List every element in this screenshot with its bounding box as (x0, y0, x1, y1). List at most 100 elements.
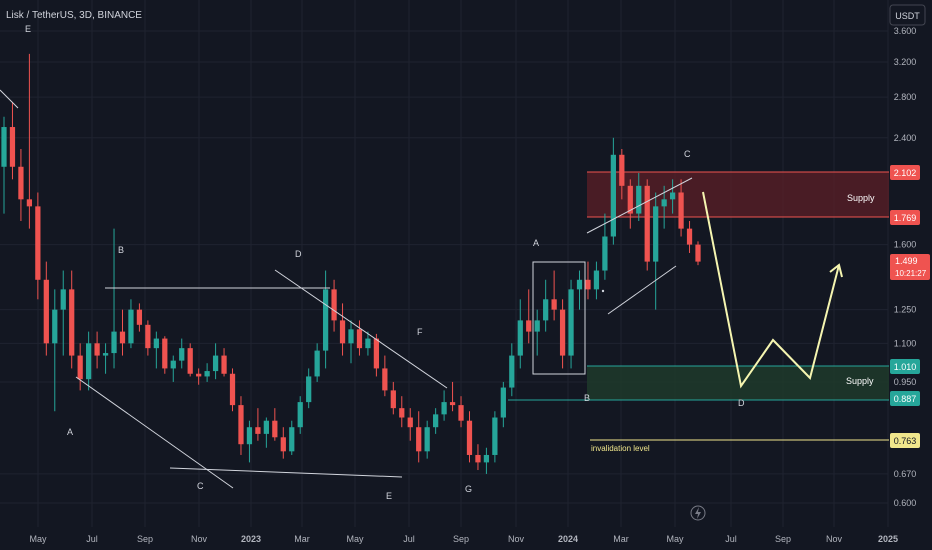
candle-body (568, 289, 574, 356)
candle-body (509, 355, 515, 388)
price-tag-0887: 0.887 (894, 394, 917, 404)
wave-label-d2: D (738, 398, 745, 408)
price-tag-1769: 1.769 (894, 213, 917, 223)
candle-body (153, 338, 159, 349)
channel-upper (586, 177, 693, 234)
x-tick-label: Nov (508, 534, 525, 544)
x-tick-label: 2023 (241, 534, 261, 544)
wave-label-d1: D (295, 249, 302, 259)
candle-body (686, 228, 693, 245)
y-tick-label: 0.600 (894, 498, 917, 508)
candle-body (678, 192, 684, 229)
candle-body (416, 427, 422, 452)
trendline-d-f (274, 269, 448, 389)
y-tick-label: 1.250 (894, 305, 917, 315)
candle-body (433, 414, 439, 428)
candle-body (492, 417, 498, 455)
candle-body (179, 348, 185, 361)
candle-body (187, 348, 193, 374)
y-tick-label: 3.600 (894, 26, 917, 36)
candle-body (162, 338, 168, 369)
wave-label-c2: C (684, 149, 691, 159)
candle-body (399, 408, 405, 418)
candle-body (390, 390, 396, 409)
candle-body (238, 405, 244, 445)
candle-body (60, 289, 66, 310)
candle-body (314, 350, 320, 377)
candle-body (221, 355, 227, 374)
currency-button-label[interactable]: USDT (895, 11, 920, 21)
lightning-icon-ring[interactable] (690, 505, 706, 521)
lightning-icon[interactable] (690, 505, 706, 521)
candle-body (306, 376, 312, 403)
candle-body (458, 405, 464, 421)
x-tick-label: Jul (86, 534, 98, 544)
x-tick-label: Nov (191, 534, 208, 544)
price-tag-0763-bg (890, 433, 920, 448)
x-tick-label: Mar (613, 534, 629, 544)
price-tag-current: 1.499 (895, 256, 918, 266)
candle-body (348, 329, 354, 344)
candle-body (339, 320, 346, 344)
wave-label-b2: B (584, 393, 590, 403)
candle-body (449, 402, 456, 406)
trendline-c-e (169, 467, 403, 478)
wave-label-e2: E (386, 491, 392, 501)
candle-body (466, 420, 473, 455)
candle-body (297, 402, 303, 428)
x-tick-label: Jul (725, 534, 737, 544)
candle-body (644, 185, 650, 262)
candle-body (653, 206, 659, 262)
candle-body (119, 331, 126, 344)
candle-body (475, 454, 481, 463)
candle-body (373, 338, 380, 369)
channel-lower (607, 265, 677, 315)
x-tick-label: 2024 (558, 534, 578, 544)
candle-body (229, 373, 236, 406)
candle-body (111, 331, 117, 354)
y-tick-label: 3.200 (894, 57, 917, 67)
candle-body (551, 299, 557, 310)
x-tick-label: Sep (453, 534, 469, 544)
candles (1, 53, 701, 474)
candle-body (602, 236, 608, 271)
candle-body (559, 309, 566, 356)
projection-arrowhead (829, 263, 843, 278)
time-axis[interactable]: May Jul Sep Nov 2023 Mar May Jul Sep Nov 2024 Mar Ma… (29, 534, 898, 544)
wave-label-g1: G (465, 484, 472, 494)
x-tick-label: Jul (403, 534, 415, 544)
candle-body (9, 127, 16, 167)
candle-body (576, 279, 583, 290)
y-tick-label: 1.600 (894, 240, 917, 250)
candle-body (128, 309, 134, 344)
candle-body (52, 309, 58, 344)
supply-bottom-label: Supply (846, 376, 874, 386)
candle-body (94, 343, 100, 356)
candle-body (534, 320, 540, 332)
candle-body (365, 338, 371, 349)
candle-body (424, 427, 430, 452)
x-tick-label: 2025 (878, 534, 898, 544)
candle-body (255, 427, 261, 434)
wave-label-b1: B (118, 245, 124, 255)
currency-button-frame[interactable] (889, 4, 926, 26)
candle-body (77, 355, 83, 380)
candle-body (26, 199, 33, 207)
price-tag-2102-bg (890, 165, 920, 180)
currency-button[interactable]: USDT (889, 4, 926, 26)
price-axis[interactable]: 3.600 3.200 2.800 2.400 1.600 1.250 1.100 0.950… (894, 26, 917, 508)
candle-body (619, 154, 625, 186)
candle-body (43, 279, 49, 344)
price-tag-1769-bg (890, 210, 920, 225)
grid-lines (0, 0, 889, 527)
candle-body (543, 299, 549, 321)
price-tag-current-bg (890, 254, 930, 280)
candle-body (356, 329, 363, 349)
candle-body (212, 355, 219, 372)
lightning-icon-bolt[interactable] (695, 507, 701, 519)
x-tick-label: May (346, 534, 364, 544)
candle-body (695, 244, 701, 262)
price-tags: 2.102 1.769 1.499 10:21:27 1.010 0.887 0… (890, 165, 930, 448)
candle-body (627, 185, 633, 214)
